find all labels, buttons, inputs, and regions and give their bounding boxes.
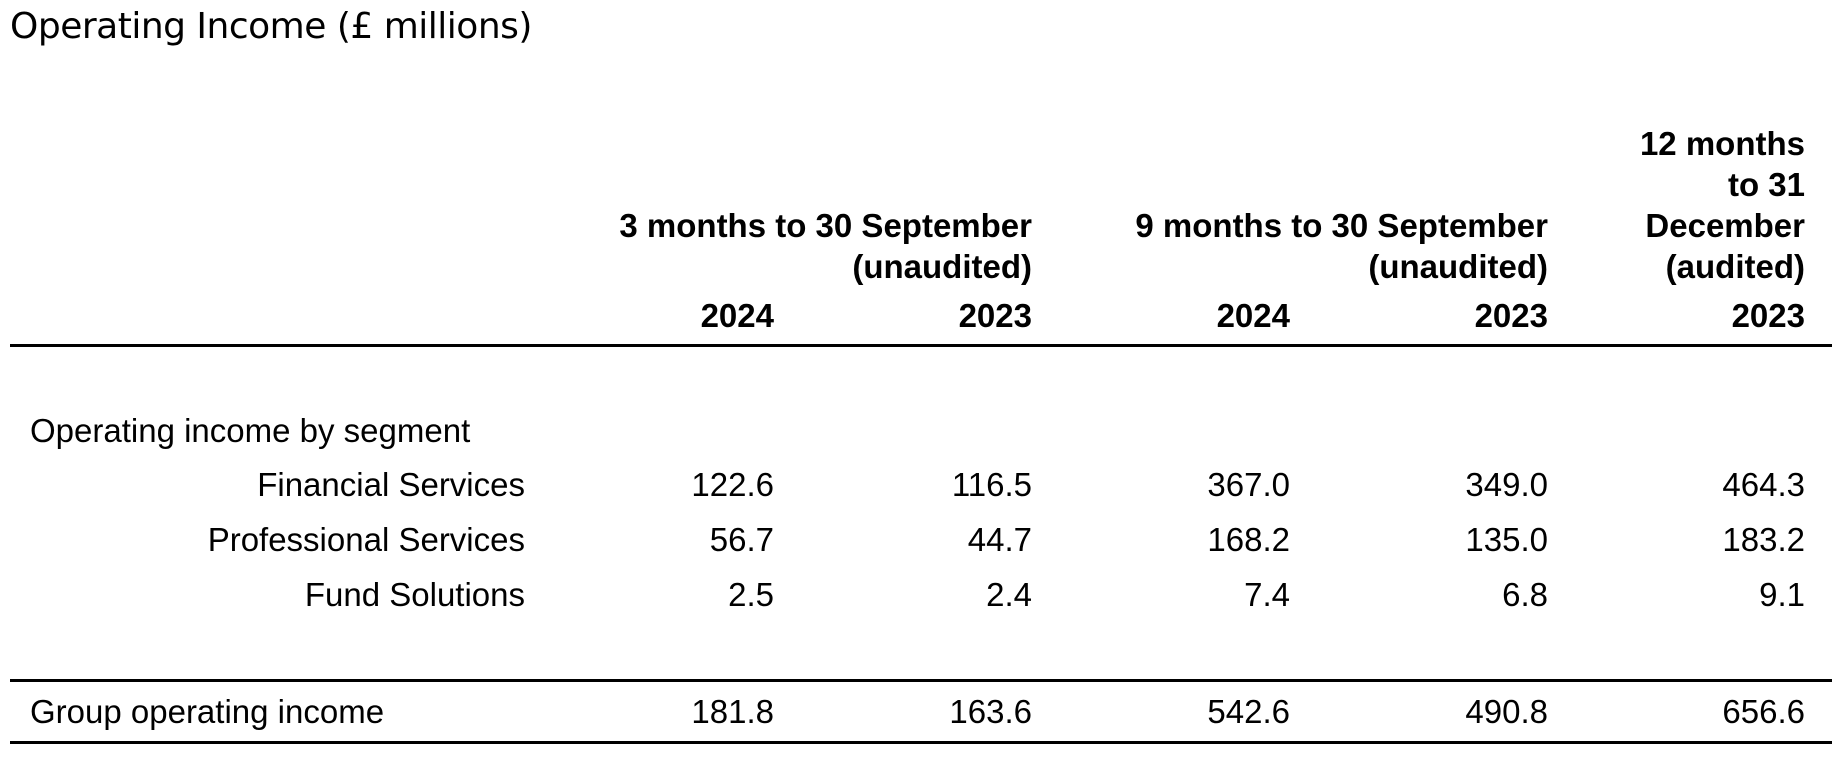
value-cell: 56.7 [709,521,774,558]
header-9-months-line2: (unaudited) [1368,248,1548,285]
value-cell: 183.2 [1722,521,1805,558]
header-9-months-line1: 9 months to 30 September [1135,207,1548,244]
value-cell: 6.8 [1502,576,1548,613]
header-12-months-line1: 12 months [1639,125,1805,162]
total-label: Group operating income [30,693,385,730]
table-row: Fund Solutions 2.5 2.4 7.4 6.8 9.1 [0,576,1837,626]
value-cell: 2.5 [728,576,774,613]
value-cell: 9.1 [1759,576,1805,613]
total-top-rule [10,679,1832,682]
year-header: 2024 [1216,297,1290,334]
year-header: 2023 [1474,297,1548,334]
row-label: Professional Services [207,521,525,558]
total-value: 656.6 [1722,693,1805,730]
header-3-months-line2: (unaudited) [852,248,1032,285]
total-value: 542.6 [1207,693,1290,730]
row-label: Fund Solutions [304,576,525,613]
value-cell: 2.4 [986,576,1032,613]
value-cell: 44.7 [967,521,1032,558]
row-label: Financial Services [257,466,525,503]
year-header: 2023 [958,297,1032,334]
total-bottom-rule [10,741,1832,744]
value-cell: 116.5 [951,466,1032,503]
header-3-months: 3 months to 30 September (unaudited) [560,205,1032,287]
year-header: 2024 [700,297,774,334]
value-cell: 464.3 [1722,466,1805,503]
header-12-months-line3: December [1645,207,1805,244]
table-row: Financial Services 122.6 116.5 367.0 349… [0,466,1837,516]
total-value: 163.6 [949,693,1032,730]
section-label: Operating income by segment [30,412,471,449]
value-cell: 122.6 [691,466,774,503]
header-9-months: 9 months to 30 September (unaudited) [1040,205,1548,287]
header-rule [10,344,1832,347]
total-value: 181.8 [691,693,774,730]
page-title: Operating Income (£ millions) [10,6,532,47]
total-value: 490.8 [1465,693,1548,730]
header-12-months: 12 months to 31 December (audited) [1560,123,1805,287]
year-header: 2023 [1731,297,1805,334]
header-12-months-line2: to 31 [1727,166,1805,203]
value-cell: 7.4 [1244,576,1290,613]
header-3-months-line1: 3 months to 30 September [619,207,1032,244]
header-12-months-line4: (audited) [1665,248,1805,285]
value-cell: 168.2 [1207,521,1290,558]
value-cell: 135.0 [1465,521,1548,558]
value-cell: 367.0 [1207,466,1290,503]
value-cell: 349.0 [1465,466,1548,503]
total-row: Group operating income 181.8 163.6 542.6… [0,693,1837,743]
table-row: Professional Services 56.7 44.7 168.2 13… [0,521,1837,571]
